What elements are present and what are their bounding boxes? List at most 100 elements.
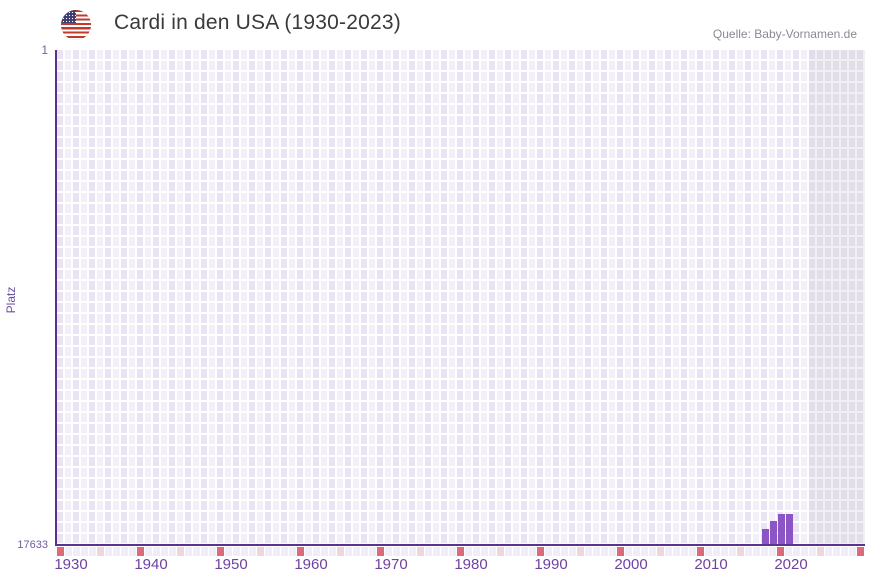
half-decade-tick-cell-1955: [257, 547, 264, 556]
year-tick-cell-2019: [769, 547, 776, 556]
year-tick-cell-1933: [81, 547, 88, 556]
year-tick-cell-2022: [793, 547, 800, 556]
year-tick-cell-2028: [841, 547, 848, 556]
decade-tick-cell-1930: [57, 547, 64, 556]
year-tick-cell-1934: [89, 547, 96, 556]
year-tick-cell-1938: [121, 547, 128, 556]
year-tick-cell-1979: [449, 547, 456, 556]
year-tick-cell-2008: [681, 547, 688, 556]
year-tick-cell-1947: [193, 547, 200, 556]
year-tick-cell-1976: [425, 547, 432, 556]
year-tick-cell-1958: [281, 547, 288, 556]
year-tick-cell-2004: [649, 547, 656, 556]
year-tick-cell-1977: [433, 547, 440, 556]
year-tick-cell-1937: [113, 547, 120, 556]
y-axis-min-label: 17633: [17, 539, 48, 551]
half-decade-tick-cell-2005: [657, 547, 664, 556]
year-tick-cell-2009: [689, 547, 696, 556]
decade-tick-cell-1970: [377, 547, 384, 556]
year-tick-cell-1948: [201, 547, 208, 556]
year-tick-cell-1978: [441, 547, 448, 556]
x-axis-tick-label-1970: 1970: [374, 556, 408, 573]
y-axis-title: Platz: [4, 286, 18, 314]
year-tick-cell-2006: [665, 547, 672, 556]
year-tick-cell-1989: [529, 547, 536, 556]
decade-tick-cell-2010: [697, 547, 704, 556]
year-tick-cell-1969: [369, 547, 376, 556]
decade-tick-cell-2020: [777, 547, 784, 556]
year-tick-cell-1986: [505, 547, 512, 556]
year-tick-cell-1994: [569, 547, 576, 556]
year-tick-cell-1967: [353, 547, 360, 556]
year-tick-cell-1962: [313, 547, 320, 556]
x-axis-tick-label-1960: 1960: [294, 556, 328, 573]
year-tick-cell-1991: [545, 547, 552, 556]
year-tick-cell-2021: [785, 547, 792, 556]
year-tick-cell-1998: [601, 547, 608, 556]
year-tick-cell-2026: [825, 547, 832, 556]
year-tick-cell-2007: [673, 547, 680, 556]
rank-bar-2018[interactable]: [762, 529, 769, 544]
source-label: Quelle: Baby-Vornamen.de: [712, 27, 857, 41]
year-tick-cell-1952: [233, 547, 240, 556]
year-tick-cell-1992: [553, 547, 560, 556]
year-tick-cell-1957: [273, 547, 280, 556]
half-decade-tick-cell-2015: [737, 547, 744, 556]
year-tick-cell-2013: [721, 547, 728, 556]
year-tick-cell-2023: [801, 547, 808, 556]
half-decade-tick-cell-1935: [97, 547, 104, 556]
year-tick-cell-2011: [705, 547, 712, 556]
year-tick-cell-2001: [625, 547, 632, 556]
rank-bar-2019[interactable]: [770, 521, 777, 544]
year-tick-cell-1972: [393, 547, 400, 556]
x-axis-tick-label-1930: 1930: [54, 556, 88, 573]
year-tick-cell-1936: [105, 547, 112, 556]
year-tick-cell-2003: [641, 547, 648, 556]
rank-bar-2020[interactable]: [778, 514, 785, 544]
year-tick-cell-1968: [361, 547, 368, 556]
year-tick-cell-1942: [153, 547, 160, 556]
us-flag-icon: [61, 10, 91, 40]
year-tick-cell-1983: [481, 547, 488, 556]
decade-tick-cell-2030: [857, 547, 864, 556]
year-tick-cell-2017: [753, 547, 760, 556]
x-axis-line: [55, 544, 865, 546]
y-axis-max-label: 1: [41, 43, 48, 57]
year-tick-cell-1931: [65, 547, 72, 556]
year-tick-cell-2018: [761, 547, 768, 556]
year-tick-cell-2027: [833, 547, 840, 556]
half-decade-tick-cell-1945: [177, 547, 184, 556]
half-decade-tick-cell-1965: [337, 547, 344, 556]
x-axis-tick-label-1980: 1980: [454, 556, 488, 573]
decade-tick-cell-1950: [217, 547, 224, 556]
plot-area: [57, 50, 865, 544]
x-axis-tick-label-1990: 1990: [534, 556, 568, 573]
year-tick-cell-2012: [713, 547, 720, 556]
year-tick-cell-1982: [473, 547, 480, 556]
year-tick-cell-1949: [209, 547, 216, 556]
year-tick-cell-1953: [241, 547, 248, 556]
year-tick-cell-1944: [169, 547, 176, 556]
year-tick-cell-1961: [305, 547, 312, 556]
year-tick-cell-1988: [521, 547, 528, 556]
year-tick-cell-1984: [489, 547, 496, 556]
rank-bar-2021[interactable]: [786, 514, 793, 544]
half-decade-tick-cell-2025: [817, 547, 824, 556]
year-tick-cell-1974: [409, 547, 416, 556]
year-tick-cell-1941: [145, 547, 152, 556]
year-tick-cell-2016: [745, 547, 752, 556]
half-decade-tick-cell-1975: [417, 547, 424, 556]
decade-tick-cell-1940: [137, 547, 144, 556]
year-tick-cell-1997: [593, 547, 600, 556]
year-tick-cell-1946: [185, 547, 192, 556]
year-tick-cell-1959: [289, 547, 296, 556]
x-axis-tick-label-2000: 2000: [614, 556, 648, 573]
decade-tick-cell-1960: [297, 547, 304, 556]
half-decade-tick-cell-1985: [497, 547, 504, 556]
year-tick-cell-2029: [849, 547, 856, 556]
year-tick-cell-1963: [321, 547, 328, 556]
year-tick-cell-1964: [329, 547, 336, 556]
no-data-band: [809, 50, 865, 544]
year-tick-cell-1996: [585, 547, 592, 556]
